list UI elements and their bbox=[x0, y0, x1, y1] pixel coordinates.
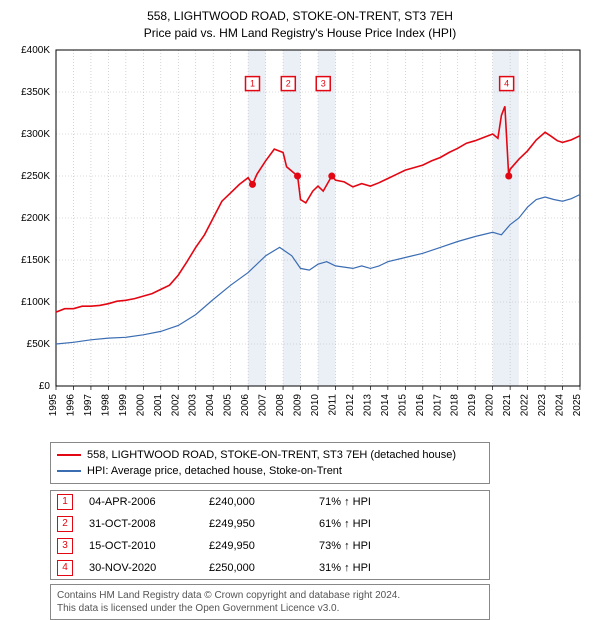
sale-date: 30-NOV-2020 bbox=[89, 562, 209, 574]
svg-text:2003: 2003 bbox=[188, 393, 199, 416]
sale-marker: 1 bbox=[57, 494, 73, 510]
svg-text:1: 1 bbox=[250, 78, 255, 88]
svg-text:£50K: £50K bbox=[27, 339, 51, 350]
svg-text:2023: 2023 bbox=[537, 393, 548, 416]
sale-row: 2 31-OCT-2008£249,95061% ↑ HPI bbox=[51, 513, 489, 535]
svg-text:2: 2 bbox=[286, 78, 291, 88]
svg-text:2006: 2006 bbox=[240, 393, 251, 416]
sale-marker: 4 bbox=[57, 560, 73, 576]
svg-text:2008: 2008 bbox=[275, 393, 286, 416]
sale-price: £249,950 bbox=[209, 518, 319, 530]
svg-text:2022: 2022 bbox=[520, 393, 531, 416]
legend-label: HPI: Average price, detached house, Stok… bbox=[87, 465, 342, 477]
sale-pct: 31% ↑ HPI bbox=[319, 562, 449, 574]
svg-text:2002: 2002 bbox=[170, 393, 181, 416]
svg-text:1995: 1995 bbox=[48, 393, 59, 416]
sale-date: 04-APR-2006 bbox=[89, 496, 209, 508]
sale-row: 1 04-APR-2006£240,00071% ↑ HPI bbox=[51, 491, 489, 513]
svg-text:2016: 2016 bbox=[415, 393, 426, 416]
footer-line2: This data is licensed under the Open Gov… bbox=[57, 602, 483, 615]
sale-price: £240,000 bbox=[209, 496, 319, 508]
svg-text:£250K: £250K bbox=[21, 171, 50, 182]
sale-pct: 61% ↑ HPI bbox=[319, 518, 449, 530]
legend-row: HPI: Average price, detached house, Stok… bbox=[57, 463, 483, 479]
svg-text:£0: £0 bbox=[39, 381, 51, 392]
svg-text:2000: 2000 bbox=[135, 393, 146, 416]
svg-text:2017: 2017 bbox=[432, 393, 443, 416]
svg-text:1996: 1996 bbox=[65, 393, 76, 416]
sales-table: 1 04-APR-2006£240,00071% ↑ HPI 2 31-OCT-200… bbox=[50, 490, 490, 580]
footer: Contains HM Land Registry data © Crown c… bbox=[50, 584, 490, 620]
sale-row: 4 30-NOV-2020£250,00031% ↑ HPI bbox=[51, 557, 489, 579]
title-line1: 558, LIGHTWOOD ROAD, STOKE-ON-TRENT, ST3… bbox=[10, 8, 590, 25]
svg-text:2013: 2013 bbox=[362, 393, 373, 416]
legend-swatch bbox=[57, 470, 81, 472]
svg-text:2012: 2012 bbox=[345, 393, 356, 416]
footer-line1: Contains HM Land Registry data © Crown c… bbox=[57, 589, 483, 602]
title-block: 558, LIGHTWOOD ROAD, STOKE-ON-TRENT, ST3… bbox=[10, 8, 590, 42]
svg-text:2007: 2007 bbox=[258, 393, 269, 416]
svg-text:2021: 2021 bbox=[502, 393, 513, 416]
legend-swatch bbox=[57, 454, 81, 456]
sale-date: 15-OCT-2010 bbox=[89, 540, 209, 552]
sale-pct: 71% ↑ HPI bbox=[319, 496, 449, 508]
svg-text:£150K: £150K bbox=[21, 255, 50, 266]
chart-area: £0 £50K £100K £150K £200K £250K £300K £350K £400… bbox=[10, 46, 590, 436]
svg-text:2011: 2011 bbox=[327, 393, 338, 415]
svg-text:2024: 2024 bbox=[555, 393, 566, 416]
line-chart: £0 £50K £100K £150K £200K £250K £300K £350K £400… bbox=[10, 46, 590, 436]
sale-price: £250,000 bbox=[209, 562, 319, 574]
svg-text:2015: 2015 bbox=[397, 393, 408, 416]
svg-text:2004: 2004 bbox=[205, 393, 216, 416]
svg-text:2025: 2025 bbox=[572, 393, 583, 416]
svg-text:2009: 2009 bbox=[293, 393, 304, 416]
svg-text:1997: 1997 bbox=[83, 393, 94, 416]
figure-container: 558, LIGHTWOOD ROAD, STOKE-ON-TRENT, ST3… bbox=[0, 0, 600, 620]
svg-text:2018: 2018 bbox=[450, 393, 461, 416]
legend: 558, LIGHTWOOD ROAD, STOKE-ON-TRENT, ST3… bbox=[50, 442, 490, 484]
svg-text:2020: 2020 bbox=[485, 393, 496, 416]
svg-text:2010: 2010 bbox=[310, 393, 321, 416]
svg-text:2005: 2005 bbox=[223, 393, 234, 416]
svg-text:1998: 1998 bbox=[100, 393, 111, 416]
sale-price: £249,950 bbox=[209, 540, 319, 552]
title-line2: Price paid vs. HM Land Registry's House … bbox=[10, 25, 590, 42]
sale-row: 3 15-OCT-2010£249,95073% ↑ HPI bbox=[51, 535, 489, 557]
svg-text:£400K: £400K bbox=[21, 46, 50, 56]
svg-text:1999: 1999 bbox=[118, 393, 129, 416]
svg-text:2014: 2014 bbox=[380, 393, 391, 416]
svg-text:3: 3 bbox=[321, 78, 326, 88]
sale-date: 31-OCT-2008 bbox=[89, 518, 209, 530]
svg-text:2019: 2019 bbox=[467, 393, 478, 416]
svg-text:£350K: £350K bbox=[21, 87, 50, 98]
svg-text:2001: 2001 bbox=[153, 393, 164, 416]
svg-text:£100K: £100K bbox=[21, 297, 50, 308]
sale-pct: 73% ↑ HPI bbox=[319, 540, 449, 552]
svg-text:£200K: £200K bbox=[21, 213, 50, 224]
sale-marker: 3 bbox=[57, 538, 73, 554]
legend-label: 558, LIGHTWOOD ROAD, STOKE-ON-TRENT, ST3… bbox=[87, 449, 456, 461]
legend-row: 558, LIGHTWOOD ROAD, STOKE-ON-TRENT, ST3… bbox=[57, 447, 483, 463]
svg-text:£300K: £300K bbox=[21, 129, 50, 140]
sale-marker: 2 bbox=[57, 516, 73, 532]
svg-text:4: 4 bbox=[504, 78, 509, 88]
